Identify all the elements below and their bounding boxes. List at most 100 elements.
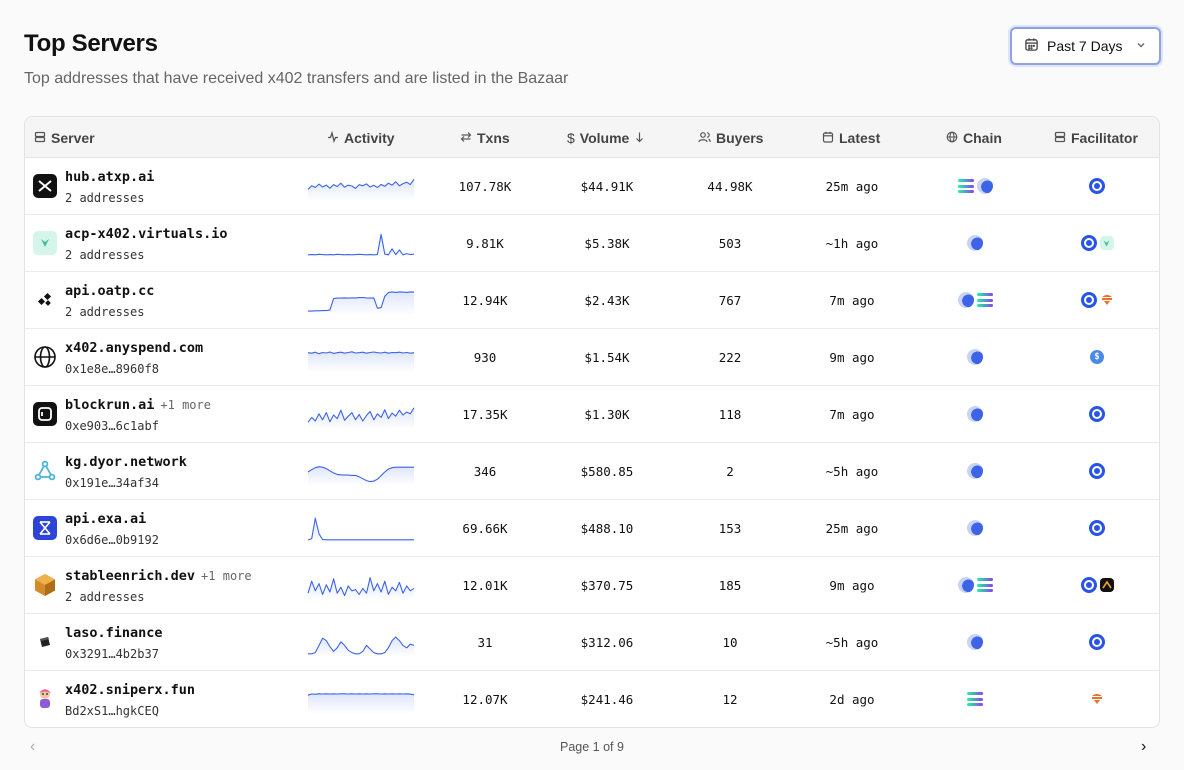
chain-icons (935, 557, 1015, 613)
server-name[interactable]: x402.anyspend.com (65, 340, 204, 356)
chain-icons (935, 671, 1015, 727)
volume-value: $44.91K (580, 178, 634, 194)
payai-facilitator-icon (1100, 293, 1114, 307)
chain-icons (935, 329, 1015, 385)
exa-logo (33, 516, 57, 540)
chain-icons (935, 272, 1015, 328)
column-facilitator[interactable]: Facilitator (1054, 117, 1138, 158)
server-address: Bd2xS1…hgkCEQ (65, 704, 159, 718)
globe-icon (946, 130, 958, 146)
column-buyers[interactable]: Buyers (698, 117, 763, 158)
latest-value: ~5h ago (825, 634, 879, 650)
base-chain-icon (967, 349, 983, 365)
coinbase-facilitator-icon (1080, 235, 1097, 251)
server-icon (34, 130, 46, 146)
virtuals-logo (33, 231, 57, 255)
volume-value: $241.46 (580, 691, 634, 707)
column-activity[interactable]: Activity (327, 117, 395, 158)
pagination: ‹ Page 1 of 9 › (0, 736, 1184, 760)
table-row[interactable]: api.exa.ai 0x6d6e…0b9192 69.66K $488.10 153 2… (25, 500, 1159, 557)
arrow-down-icon (634, 130, 645, 146)
table-row[interactable]: laso.finance 0x3291…4b2b37 31 $312.06 10 ~5h … (25, 614, 1159, 671)
server-address: 0xe903…6c1abf (65, 419, 159, 433)
buyers-value: 503 (718, 235, 742, 251)
buyers-value: 10 (722, 634, 738, 650)
buyers-value: 118 (718, 406, 742, 422)
txns-value: 17.35K (462, 406, 508, 422)
globe-logo (33, 345, 57, 369)
blockrun-logo (33, 402, 57, 426)
activity-sparkline (307, 693, 415, 713)
chevron-left-icon[interactable]: ‹ (30, 738, 36, 755)
facilitator-icons (1057, 443, 1137, 499)
chevron-right-icon[interactable]: › (1141, 738, 1147, 755)
txns-value: 69.66K (462, 520, 508, 536)
table-row[interactable]: api.oatp.cc 2 addresses 12.94K $2.43K 767 7m … (25, 272, 1159, 329)
column-chain[interactable]: Chain (946, 117, 1002, 158)
column-volume[interactable]: $ Volume (567, 117, 645, 158)
base-chain-icon (976, 178, 993, 194)
more-badge[interactable]: +1 more (201, 569, 252, 583)
facilitator-icons (1057, 158, 1137, 214)
volume-value: $312.06 (580, 634, 634, 650)
server-address: 2 addresses (65, 590, 145, 604)
latest-value: 25m ago (825, 520, 879, 536)
volume-value: $5.38K (584, 235, 630, 251)
server-name[interactable]: hub.atxp.ai (65, 169, 155, 185)
server-name[interactable]: stableenrich.dev +1 more (65, 568, 252, 584)
page-subtitle: Top addresses that have received x402 tr… (24, 70, 569, 87)
table-row[interactable]: acp-x402.virtuals.io 2 addresses 9.81K $5.3… (25, 215, 1159, 272)
server-name[interactable]: blockrun.ai +1 more (65, 397, 211, 413)
arrows-exchange-icon (460, 130, 472, 146)
server-address: 0x3291…4b2b37 (65, 647, 159, 661)
thirdweb-facilitator-icon (1099, 578, 1114, 592)
chain-icons (935, 215, 1015, 271)
latest-value: ~1h ago (825, 235, 879, 251)
volume-value: $580.85 (580, 463, 634, 479)
table-row[interactable]: blockrun.ai +1 more 0xe903…6c1abf 17.35K $1.… (25, 386, 1159, 443)
facilitator-icons (1057, 671, 1137, 727)
table-row[interactable]: x402.anyspend.com 0x1e8e…8960f8 930 $1.54K 2… (25, 329, 1159, 386)
server-name[interactable]: kg.dyor.network (65, 454, 187, 470)
server-name[interactable]: laso.finance (65, 625, 163, 641)
base-chain-icon (967, 520, 983, 536)
column-latest[interactable]: Latest (822, 117, 880, 158)
solana-chain-icon (976, 293, 993, 307)
chain-icons (935, 614, 1015, 670)
table-row[interactable]: kg.dyor.network 0x191e…34af34 346 $580.85 2 ~… (25, 443, 1159, 500)
activity-sparkline (308, 636, 415, 656)
activity-sparkline (307, 351, 415, 371)
column-server[interactable]: Server (34, 117, 95, 158)
facilitator-icons (1057, 386, 1137, 442)
more-badge[interactable]: +1 more (160, 398, 211, 412)
buyers-value: 12 (722, 691, 738, 707)
dollar-icon: $ (567, 129, 575, 146)
latest-value: 2d ago (829, 691, 875, 707)
base-chain-icon (967, 235, 983, 251)
server-name[interactable]: api.oatp.cc (65, 283, 155, 299)
table-row[interactable]: x402.sniperx.fun Bd2xS1…hgkCEQ 12.07K $241.… (25, 671, 1159, 727)
chain-icons (935, 158, 1015, 214)
table-row[interactable]: stableenrich.dev +1 more 2 addresses 12.01K… (25, 557, 1159, 614)
facilitator-icons (1057, 272, 1137, 328)
server-name[interactable]: x402.sniperx.fun (65, 682, 196, 698)
anyspend-facilitator-icon: $ (1090, 350, 1104, 364)
table-row[interactable]: hub.atxp.ai 2 addresses 107.78K $44.91K 44.9… (25, 158, 1159, 215)
server-name[interactable]: api.exa.ai (65, 511, 147, 527)
base-chain-icon (967, 463, 983, 479)
date-range-select[interactable]: Past 7 Days (1010, 27, 1161, 65)
column-txns[interactable]: Txns (460, 117, 510, 158)
calendar-icon (1024, 37, 1039, 55)
server-address: 2 addresses (65, 191, 145, 205)
latest-value: 7m ago (829, 406, 875, 422)
txns-value: 930 (473, 349, 497, 365)
oatp-logo (33, 288, 57, 312)
latest-value: 7m ago (829, 292, 875, 308)
server-address: 2 addresses (65, 248, 145, 262)
activity-sparkline (307, 178, 415, 200)
server-name[interactable]: acp-x402.virtuals.io (65, 226, 228, 242)
facilitator-icons (1057, 557, 1137, 613)
base-chain-icon (957, 292, 974, 308)
servers-table: Server Activity Txns $ Volume Buyers Lat… (24, 116, 1160, 728)
activity-sparkline (308, 291, 415, 314)
